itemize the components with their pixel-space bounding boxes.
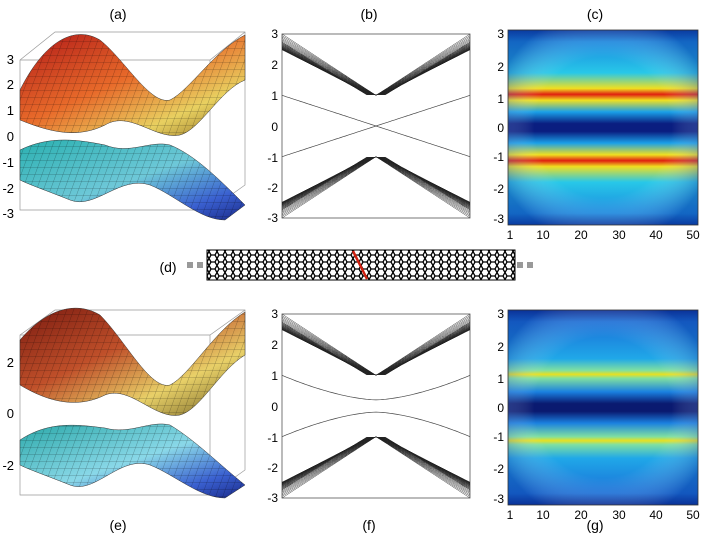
tick-label: -3 — [493, 492, 504, 506]
tick-label: 20 — [574, 508, 588, 522]
tick-label: 3 — [271, 27, 278, 41]
tick-label: 10 — [536, 228, 550, 242]
y-ticks: 3 2 1 0 -1 -2 -3 — [493, 27, 504, 226]
tick-label: 1 — [271, 89, 278, 103]
y-ticks: 3 2 1 0 -1 -2 -3 — [493, 307, 504, 506]
tick-label: 2 — [271, 338, 278, 352]
lead-right — [527, 262, 533, 268]
tick-label: 10 — [536, 508, 550, 522]
defect-line — [351, 250, 369, 280]
x-ticks: 1 10 20 30 40 50 — [507, 508, 700, 522]
panel-label-d: (d) — [159, 259, 177, 275]
band-lines — [281, 313, 471, 499]
tick-label: 50 — [686, 508, 700, 522]
tick-label: -1 — [493, 150, 504, 164]
tick-label: 40 — [649, 228, 663, 242]
y-ticks: 3 2 1 0 -1 -2 -3 — [267, 27, 278, 225]
z-ticks: 2 0 -2 — [2, 355, 14, 473]
panel-label-b: (b) — [360, 6, 378, 22]
tick-label: 1 — [7, 103, 14, 118]
lead-left — [197, 262, 203, 268]
tick-label: 30 — [612, 228, 626, 242]
tick-label: 0 — [7, 406, 14, 421]
tick-label: -2 — [2, 458, 14, 473]
edge-state-line — [281, 374, 471, 401]
tick-label: -1 — [267, 431, 278, 445]
tick-label: 1 — [497, 92, 504, 106]
tick-label: -2 — [493, 182, 504, 196]
band-line — [281, 33, 471, 96]
tick-label: 1 — [507, 508, 514, 522]
tick-label: -2 — [2, 181, 14, 196]
tick-label: 1 — [497, 372, 504, 386]
tick-label: 2 — [7, 355, 14, 370]
tick-label: 0 — [497, 121, 504, 135]
tick-label: -2 — [267, 181, 278, 195]
tick-label: -3 — [2, 206, 14, 221]
y-ticks: 3 2 1 0 -1 -2 -3 — [267, 307, 278, 505]
z-ticks: 3 2 1 0 -1 -2 -3 — [2, 52, 14, 221]
tick-label: 20 — [574, 228, 588, 242]
tick-label: -3 — [267, 211, 278, 225]
tick-label: -3 — [267, 491, 278, 505]
tick-label: -1 — [267, 151, 278, 165]
tick-label: 2 — [271, 58, 278, 72]
tick-label: 0 — [497, 401, 504, 415]
tick-label: 2 — [7, 77, 14, 92]
tick-label: 30 — [612, 508, 626, 522]
tick-label: 1 — [271, 369, 278, 383]
panel-label-g: (g) — [586, 517, 604, 533]
panel-label-a: (a) — [109, 6, 127, 22]
band-plot-b: 3 2 1 0 -1 -2 -3 — [267, 27, 471, 225]
tick-label: 3 — [497, 307, 504, 321]
panel-label-c: (c) — [586, 6, 604, 22]
heatmap-c: 3 2 1 0 -1 -2 -3 1 10 20 30 40 50 — [493, 27, 700, 242]
nanoribbon-diagram-d — [187, 249, 533, 281]
surface-plot-a: 3 2 1 0 -1 -2 -3 — [2, 31, 246, 221]
tick-label: 0 — [7, 129, 14, 144]
panel-label-f: (f) — [362, 517, 376, 533]
surface-plot-e: 2 0 -2 — [2, 307, 246, 499]
edge-state-line — [281, 411, 471, 438]
band-line — [281, 156, 471, 219]
band-plot-f: 3 2 1 0 -1 -2 -3 — [267, 307, 471, 505]
tick-label: 0 — [271, 400, 278, 414]
tick-label: 3 — [271, 307, 278, 321]
tick-label: 2 — [497, 60, 504, 74]
tick-label: 0 — [271, 120, 278, 134]
tick-label: 40 — [649, 508, 663, 522]
edge-state-line — [281, 94, 471, 158]
heatmap-g: 3 2 1 0 -1 -2 -3 1 10 20 30 40 50 — [493, 307, 700, 522]
tick-label: 2 — [497, 340, 504, 354]
tick-label: 1 — [507, 228, 514, 242]
lead-right — [517, 262, 523, 268]
lead-left — [187, 262, 193, 268]
band-line — [281, 313, 471, 376]
tick-label: -1 — [2, 155, 14, 170]
tick-label: -2 — [267, 461, 278, 475]
tick-label: -1 — [493, 430, 504, 444]
band-lines — [281, 33, 471, 219]
tick-label: 3 — [7, 52, 14, 67]
tick-label: -2 — [493, 462, 504, 476]
band-line — [281, 436, 471, 499]
tick-label: -3 — [493, 212, 504, 226]
x-ticks: 1 10 20 30 40 50 — [507, 228, 700, 242]
panel-label-e: (e) — [109, 517, 127, 533]
tick-label: 50 — [686, 228, 700, 242]
tick-label: 3 — [497, 27, 504, 41]
